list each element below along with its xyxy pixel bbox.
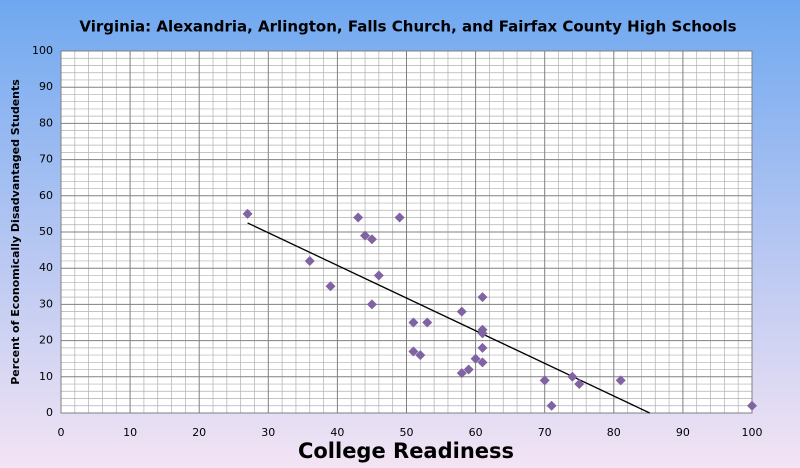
point (353, 212, 364, 223)
chart-title: Virginia: Alexandria, Arlington, Falls C… (79, 18, 736, 36)
x-tick-label: 40 (330, 426, 344, 439)
point (242, 208, 253, 219)
y-tick-label: 100 (32, 44, 53, 57)
point (325, 281, 336, 292)
y-tick-label: 50 (39, 225, 53, 238)
x-tick-label: 50 (400, 426, 414, 439)
point (567, 371, 578, 382)
y-tick-label: 60 (39, 189, 53, 202)
x-tick-label: 70 (538, 426, 552, 439)
y-tick-label: 20 (39, 334, 53, 347)
point (394, 212, 405, 223)
x-tick-label: 10 (123, 426, 137, 439)
y-tick-label: 0 (46, 406, 53, 419)
point (463, 364, 474, 375)
x-tick-label: 60 (469, 426, 483, 439)
point (366, 234, 377, 245)
point (422, 317, 433, 328)
point (408, 317, 419, 328)
x-axis-label: College Readiness (298, 439, 514, 463)
x-tick-label: 30 (261, 426, 275, 439)
x-tick-label: 20 (192, 426, 206, 439)
point (360, 230, 371, 241)
point (546, 400, 557, 411)
point (373, 270, 384, 281)
point (477, 357, 488, 368)
point (456, 306, 467, 317)
y-tick-label: 90 (39, 80, 53, 93)
x-tick-label: 80 (607, 426, 621, 439)
y-tick-label: 40 (39, 261, 53, 274)
point (415, 350, 426, 361)
y-tick-label: 70 (39, 153, 53, 166)
y-tick-label: 80 (39, 116, 53, 129)
point (615, 375, 626, 386)
point (747, 400, 757, 411)
x-tick-label: 0 (58, 426, 65, 439)
x-tick-label: 100 (742, 426, 763, 439)
y-tick-label: 30 (39, 297, 53, 310)
point (539, 375, 550, 386)
point (470, 353, 481, 364)
y-tick-label: 10 (39, 370, 53, 383)
point (477, 342, 488, 353)
y-axis-label: Percent of Economically Disadvantaged St… (9, 79, 22, 385)
point (408, 346, 419, 357)
trendline (247, 222, 651, 414)
point (477, 328, 488, 339)
plot-border (60, 50, 753, 414)
point (574, 379, 585, 390)
x-tick-label: 90 (676, 426, 690, 439)
point (304, 255, 315, 266)
point (477, 292, 488, 303)
point (366, 299, 377, 310)
point (456, 368, 467, 379)
